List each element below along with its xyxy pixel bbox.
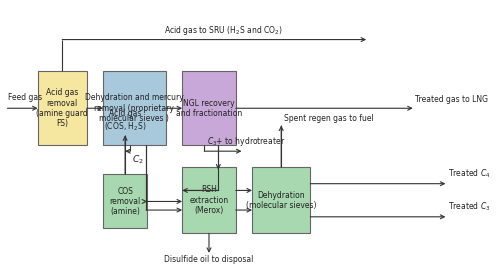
Text: Dehydration and mercury
removal (proprietary
molecular sieves ): Dehydration and mercury removal (proprie…: [85, 93, 184, 123]
FancyBboxPatch shape: [103, 174, 147, 228]
Text: Treated $C_3$: Treated $C_3$: [448, 201, 490, 213]
FancyBboxPatch shape: [182, 167, 236, 233]
FancyBboxPatch shape: [103, 72, 166, 145]
FancyBboxPatch shape: [38, 72, 86, 145]
Text: RSH
extraction
(Merox): RSH extraction (Merox): [190, 185, 228, 215]
Text: $C_2$: $C_2$: [132, 154, 144, 166]
Text: Treated $C_4$: Treated $C_4$: [448, 168, 490, 180]
Text: $C_3$+ to hydrotreater: $C_3$+ to hydrotreater: [206, 135, 285, 148]
Text: Disulfide oil to disposal: Disulfide oil to disposal: [164, 255, 254, 264]
Text: Treated gas to LNG: Treated gas to LNG: [415, 95, 488, 104]
Text: COS
removal
(amine): COS removal (amine): [110, 186, 140, 216]
Text: Acid gas
(COS, H$_2$S): Acid gas (COS, H$_2$S): [104, 110, 146, 133]
Text: Dehydration
(molecular sieves): Dehydration (molecular sieves): [246, 190, 316, 210]
Text: NGL recovery
and fractionation: NGL recovery and fractionation: [176, 99, 242, 118]
Text: Feed gas: Feed gas: [8, 93, 42, 102]
FancyBboxPatch shape: [182, 72, 236, 145]
Text: Acid gas
removal
(amine guard
FS): Acid gas removal (amine guard FS): [36, 88, 88, 128]
Text: Spent regen gas to fuel: Spent regen gas to fuel: [284, 114, 374, 123]
Text: Acid gas to SRU (H$_2$S and CO$_2$): Acid gas to SRU (H$_2$S and CO$_2$): [164, 24, 283, 37]
FancyBboxPatch shape: [252, 167, 310, 233]
